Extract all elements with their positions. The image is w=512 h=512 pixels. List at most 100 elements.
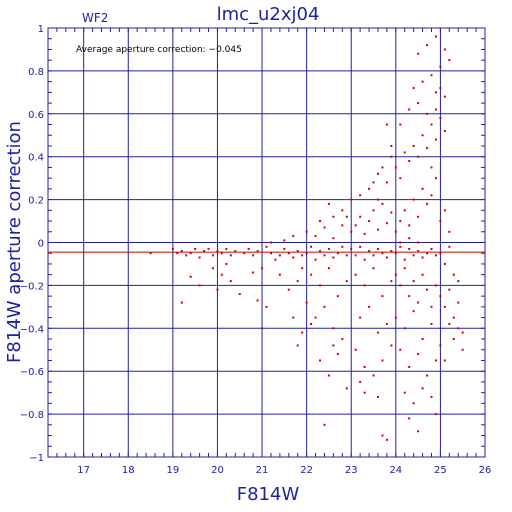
data-point — [443, 129, 446, 132]
data-point — [323, 226, 326, 229]
data-point — [238, 292, 241, 295]
data-point — [243, 252, 246, 255]
data-point — [385, 323, 388, 326]
x-tick-label: 22 — [300, 465, 313, 476]
data-point — [385, 181, 388, 184]
data-point — [430, 74, 433, 77]
data-point — [421, 187, 424, 190]
data-point — [341, 209, 344, 212]
x-tick-label: 23 — [345, 465, 358, 476]
data-point — [350, 230, 353, 233]
y-tick-label: −0.2 — [20, 281, 44, 292]
data-point — [350, 247, 353, 250]
data-point — [439, 87, 442, 90]
data-point — [216, 250, 219, 253]
data-point — [220, 252, 223, 255]
data-point — [457, 301, 460, 304]
axis-ticks: 17 18 19 20 21 22 23 24 25 26 −1 −0.8 −0.6 −0.4 −0.2 0 0… — [20, 24, 492, 476]
data-point — [198, 256, 201, 259]
data-point — [176, 252, 179, 255]
data-point — [296, 280, 299, 283]
data-point — [426, 112, 429, 115]
data-point — [430, 305, 433, 308]
data-point — [372, 374, 375, 377]
data-point — [412, 254, 415, 257]
data-point — [345, 280, 348, 283]
data-point — [269, 252, 272, 255]
data-point — [434, 177, 437, 180]
data-point — [430, 395, 433, 398]
data-point — [332, 215, 335, 218]
data-point — [421, 338, 424, 341]
data-point — [434, 108, 437, 111]
data-point — [305, 230, 308, 233]
data-point — [256, 299, 259, 302]
data-point — [247, 247, 250, 250]
data-point — [426, 374, 429, 377]
data-point — [461, 331, 464, 334]
y-tick-label: 0.4 — [28, 153, 44, 164]
data-point — [448, 288, 451, 291]
data-point — [314, 235, 317, 238]
data-point — [385, 438, 388, 441]
data-point — [439, 252, 442, 255]
data-point — [363, 258, 366, 261]
data-point — [180, 250, 183, 253]
data-point — [363, 391, 366, 394]
data-point — [443, 262, 446, 265]
data-point — [278, 254, 281, 257]
data-point — [439, 117, 442, 120]
data-point — [430, 123, 433, 126]
data-point — [412, 310, 415, 313]
data-point — [376, 395, 379, 398]
data-point — [354, 273, 357, 276]
data-point — [426, 252, 429, 255]
data-point — [265, 305, 268, 308]
data-point — [434, 35, 437, 38]
y-tick-label: 0.6 — [28, 110, 44, 121]
data-point — [421, 134, 424, 137]
grid — [48, 27, 486, 458]
data-point — [225, 262, 228, 265]
data-point — [426, 202, 429, 205]
data-point — [180, 301, 183, 304]
data-point — [417, 155, 420, 158]
data-point — [341, 224, 344, 227]
data-point — [452, 338, 455, 341]
data-point — [323, 254, 326, 257]
data-point — [319, 284, 322, 287]
data-point — [412, 280, 415, 283]
data-point — [301, 331, 304, 334]
data-point — [381, 202, 384, 205]
data-point — [336, 252, 339, 255]
data-point — [403, 327, 406, 330]
data-point — [403, 267, 406, 270]
data-point — [319, 359, 322, 362]
data-point — [408, 295, 411, 298]
data-point — [448, 245, 451, 248]
data-point — [426, 147, 429, 150]
data-point — [426, 44, 429, 47]
data-point — [443, 95, 446, 98]
data-point — [443, 48, 446, 51]
data-point — [252, 254, 255, 257]
data-point — [359, 194, 362, 197]
panel-label: WF2 — [82, 11, 108, 25]
data-point — [417, 241, 420, 244]
x-axis-label: F814W — [237, 484, 300, 505]
data-point — [305, 252, 308, 255]
x-tick-label: 17 — [77, 465, 90, 476]
y-tick-label: 0.8 — [28, 67, 44, 78]
data-point — [327, 374, 330, 377]
data-point — [385, 256, 388, 259]
data-point — [376, 172, 379, 175]
data-point — [417, 301, 420, 304]
data-point — [434, 359, 437, 362]
data-point — [390, 144, 393, 147]
data-point — [354, 254, 357, 257]
data-point — [376, 247, 379, 250]
data-point — [301, 267, 304, 270]
data-point — [345, 254, 348, 257]
data-point — [207, 247, 210, 250]
data-point — [261, 267, 264, 270]
